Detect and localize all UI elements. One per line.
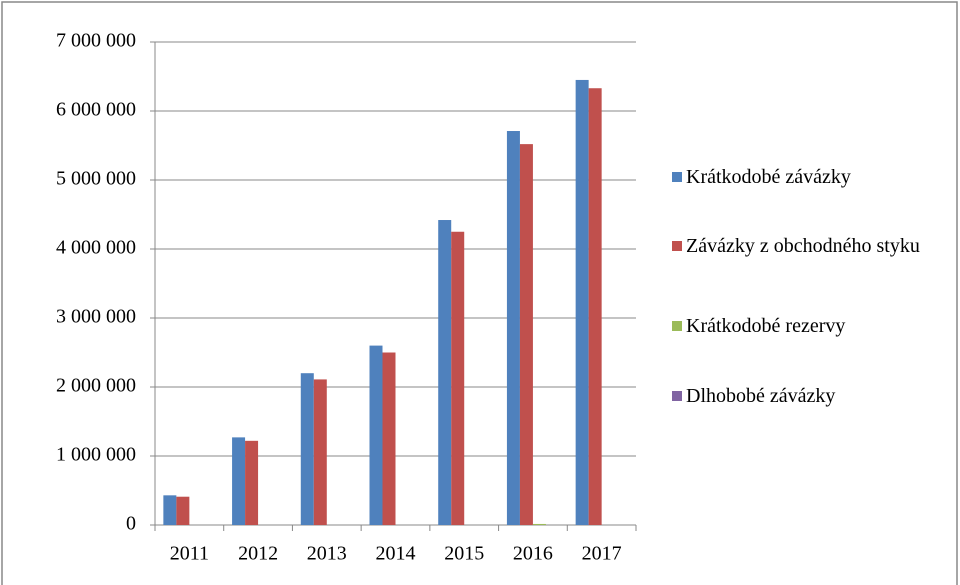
legend-item: Dlhobobé závázky — [672, 378, 957, 414]
bar — [506, 131, 520, 525]
legend-label: Krátkodobé rezervy — [686, 315, 846, 337]
y-tick-label: 1 000 000 — [56, 444, 136, 466]
bar — [575, 79, 589, 525]
legend-swatch — [672, 391, 682, 401]
y-tick-label: 4 000 000 — [56, 237, 136, 259]
bar — [232, 437, 246, 525]
x-tick-label: 2017 — [582, 543, 622, 565]
bar — [300, 373, 314, 525]
y-tick-label: 5 000 000 — [56, 168, 136, 190]
legend-swatch — [672, 321, 682, 331]
legend-item: Závázky z obchodného styku — [672, 228, 957, 264]
bar — [382, 352, 396, 525]
x-tick-label: 2011 — [170, 543, 209, 565]
x-tick-label: 2012 — [238, 543, 278, 565]
y-tick-label: 0 — [126, 513, 136, 535]
bar — [163, 495, 177, 525]
y-tick-label: 6 000 000 — [56, 99, 136, 121]
bar — [438, 220, 452, 525]
bar — [245, 440, 259, 525]
bar — [176, 496, 190, 525]
y-tick-label: 7 000 000 — [56, 30, 136, 52]
x-tick-label: 2016 — [513, 543, 553, 565]
y-tick-label: 3 000 000 — [56, 306, 136, 328]
legend-item: Krátkodobé rezervy — [672, 308, 957, 344]
bar — [369, 345, 383, 525]
legend-label: Dlhobobé závázky — [686, 385, 836, 407]
legend-label: Závázky z obchodného styku — [686, 235, 920, 257]
legend-item: Krátkodobé závázky — [672, 159, 957, 195]
y-tick-label: 2 000 000 — [56, 375, 136, 397]
x-tick-label: 2013 — [307, 543, 347, 565]
legend-label: Krátkodobé závázky — [686, 166, 851, 188]
x-tick-label: 2015 — [444, 543, 484, 565]
bar — [519, 144, 533, 525]
legend-swatch — [672, 241, 682, 251]
bar — [451, 231, 465, 525]
bar — [532, 523, 546, 525]
legend-swatch — [672, 172, 682, 182]
bar — [588, 88, 602, 525]
bar — [313, 379, 327, 525]
x-tick-label: 2014 — [376, 543, 416, 565]
